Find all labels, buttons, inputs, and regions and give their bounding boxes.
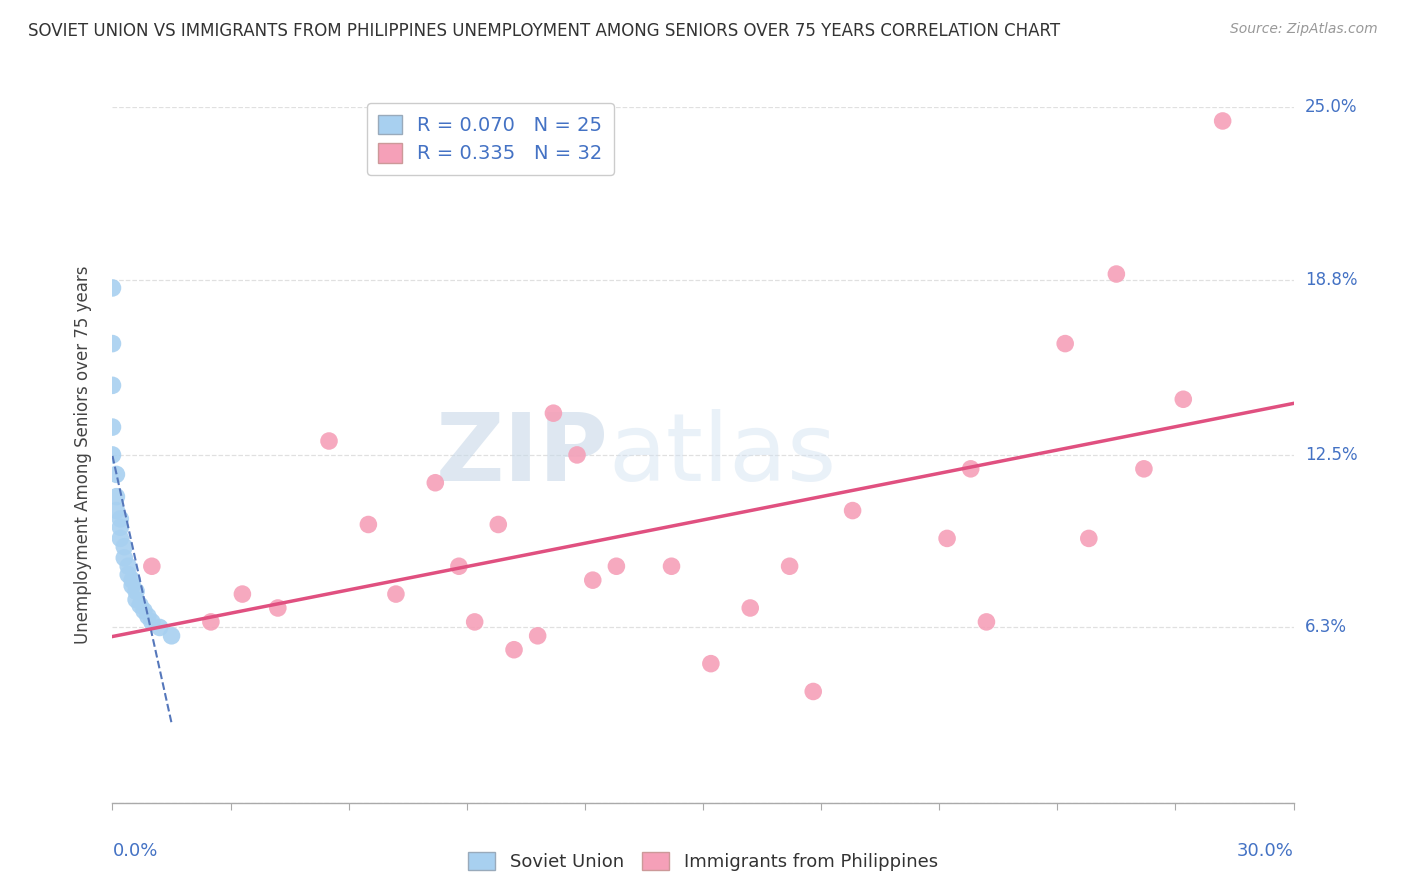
Point bbox=[1212, 114, 1234, 128]
Point bbox=[565, 448, 588, 462]
Point bbox=[105, 503, 128, 517]
Point bbox=[101, 336, 124, 351]
Point bbox=[357, 517, 380, 532]
Point bbox=[1077, 532, 1099, 546]
Text: Source: ZipAtlas.com: Source: ZipAtlas.com bbox=[1230, 22, 1378, 37]
Point bbox=[1133, 462, 1156, 476]
Point bbox=[740, 601, 762, 615]
Point bbox=[149, 620, 172, 634]
Text: ZIP: ZIP bbox=[436, 409, 609, 501]
Point bbox=[125, 592, 148, 607]
Text: 18.8%: 18.8% bbox=[1305, 270, 1357, 289]
Point bbox=[141, 559, 163, 574]
Point bbox=[582, 573, 605, 587]
Point bbox=[141, 615, 163, 629]
Text: 30.0%: 30.0% bbox=[1237, 842, 1294, 860]
Point bbox=[101, 378, 124, 392]
Point bbox=[503, 642, 526, 657]
Point bbox=[318, 434, 340, 448]
Point bbox=[543, 406, 565, 420]
Point bbox=[936, 532, 959, 546]
Point bbox=[117, 567, 139, 582]
Text: atlas: atlas bbox=[609, 409, 837, 501]
Point bbox=[105, 467, 128, 482]
Point bbox=[112, 550, 135, 565]
Point bbox=[125, 584, 148, 599]
Point bbox=[1054, 336, 1077, 351]
Point bbox=[779, 559, 801, 574]
Point bbox=[121, 579, 143, 593]
Y-axis label: Unemployment Among Seniors over 75 years: Unemployment Among Seniors over 75 years bbox=[73, 266, 91, 644]
Point bbox=[976, 615, 998, 629]
Point bbox=[200, 615, 222, 629]
Point bbox=[1173, 392, 1195, 407]
Point bbox=[160, 629, 183, 643]
Point bbox=[132, 604, 155, 618]
Point bbox=[267, 601, 290, 615]
Point bbox=[112, 540, 135, 554]
Point bbox=[231, 587, 253, 601]
Point bbox=[105, 490, 128, 504]
Text: 0.0%: 0.0% bbox=[112, 842, 157, 860]
Legend: Soviet Union, Immigrants from Philippines: Soviet Union, Immigrants from Philippine… bbox=[461, 845, 945, 879]
Point bbox=[101, 448, 124, 462]
Point bbox=[464, 615, 486, 629]
Point bbox=[110, 512, 132, 526]
Point bbox=[447, 559, 470, 574]
Point bbox=[117, 559, 139, 574]
Legend: R = 0.070   N = 25, R = 0.335   N = 32: R = 0.070 N = 25, R = 0.335 N = 32 bbox=[367, 103, 614, 175]
Text: 12.5%: 12.5% bbox=[1305, 446, 1357, 464]
Point bbox=[101, 420, 124, 434]
Text: 6.3%: 6.3% bbox=[1305, 618, 1347, 637]
Point bbox=[101, 281, 124, 295]
Point bbox=[700, 657, 723, 671]
Point bbox=[425, 475, 447, 490]
Point bbox=[136, 609, 159, 624]
Point bbox=[486, 517, 509, 532]
Point bbox=[841, 503, 863, 517]
Point bbox=[959, 462, 981, 476]
Point bbox=[526, 629, 548, 643]
Text: 25.0%: 25.0% bbox=[1305, 98, 1357, 116]
Point bbox=[121, 573, 143, 587]
Point bbox=[661, 559, 683, 574]
Text: SOVIET UNION VS IMMIGRANTS FROM PHILIPPINES UNEMPLOYMENT AMONG SENIORS OVER 75 Y: SOVIET UNION VS IMMIGRANTS FROM PHILIPPI… bbox=[28, 22, 1060, 40]
Point bbox=[110, 520, 132, 534]
Point bbox=[129, 598, 152, 612]
Point bbox=[385, 587, 408, 601]
Point bbox=[1105, 267, 1128, 281]
Point bbox=[110, 532, 132, 546]
Point bbox=[605, 559, 627, 574]
Point bbox=[801, 684, 824, 698]
